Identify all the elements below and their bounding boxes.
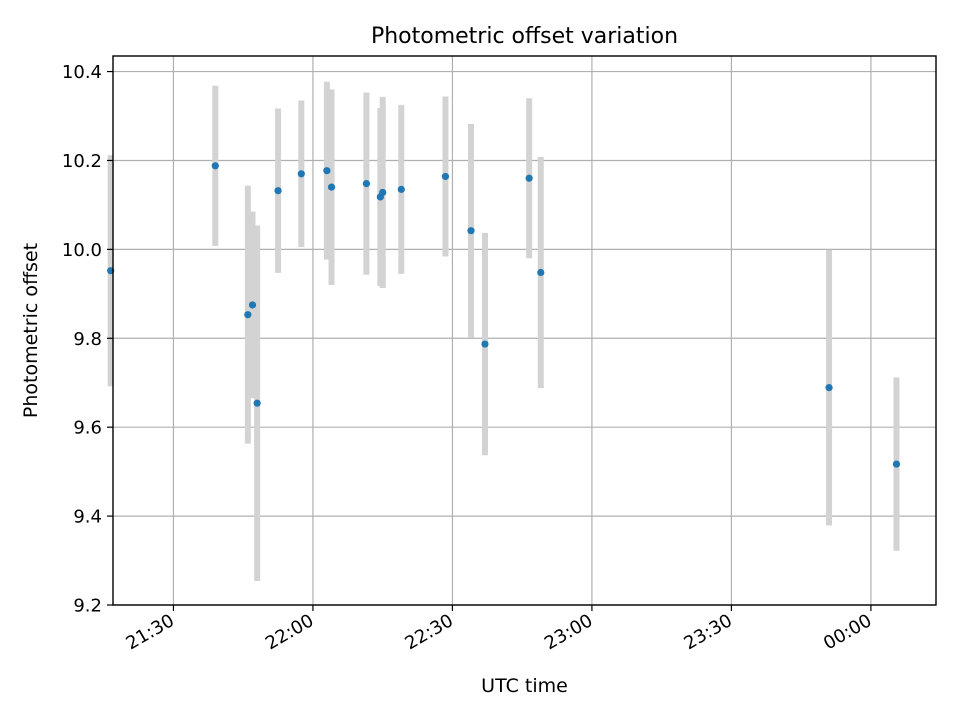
data-point [248, 301, 257, 309]
data-point [481, 340, 489, 348]
data-point [467, 227, 475, 235]
data-point [274, 187, 282, 195]
chart-title: Photometric offset variation [371, 24, 678, 49]
y-axis-label: Photometric offset [20, 243, 42, 418]
data-point [297, 170, 305, 178]
plot-frame [112, 55, 937, 606]
data-point [825, 384, 833, 392]
data-point [253, 399, 261, 407]
y-tick-label: 10.2 [62, 151, 102, 172]
data-point [397, 185, 405, 193]
y-axis-ticks: 9.2 9.4 9.6 9.8 10.0 10.2 10.4 [62, 62, 113, 617]
plot-area [113, 56, 936, 605]
data-point [327, 183, 336, 191]
data-points [107, 162, 901, 468]
x-axis-label: UTC time [481, 675, 568, 697]
x-axis-ticks: 21:30 22:00 22:30 23:00 23:30 00:00 [123, 605, 875, 654]
data-point [441, 172, 450, 181]
data-point [211, 162, 219, 170]
y-tick-label: 9.6 [73, 418, 102, 439]
y-tick-label: 9.4 [73, 507, 102, 528]
data-point [323, 167, 331, 175]
y-tick-label: 10.0 [62, 240, 102, 261]
y-tick-label: 9.2 [73, 596, 102, 617]
data-point [244, 311, 252, 319]
data-point [537, 268, 545, 277]
y-tick-label: 10.4 [62, 62, 102, 83]
data-point [379, 188, 387, 197]
data-point [892, 460, 901, 468]
y-tick-label: 9.8 [73, 329, 102, 350]
data-point [362, 179, 371, 188]
data-point [525, 174, 533, 182]
